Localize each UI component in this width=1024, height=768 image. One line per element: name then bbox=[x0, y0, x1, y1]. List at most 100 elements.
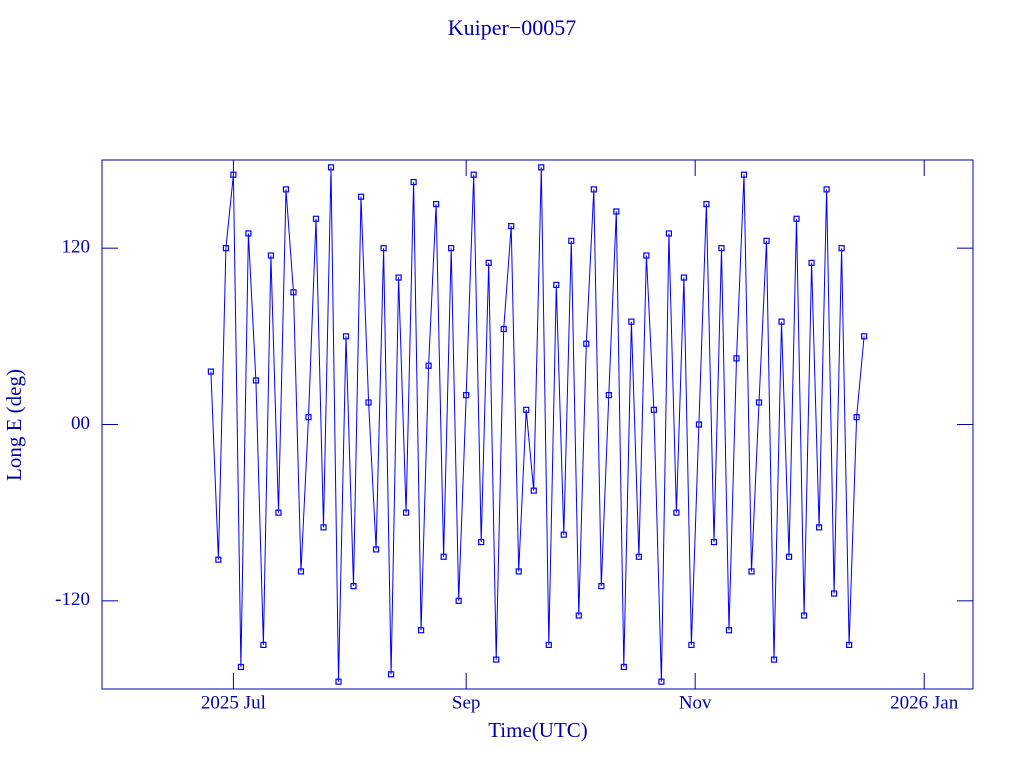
data-point bbox=[838, 245, 845, 252]
data-point bbox=[575, 612, 582, 619]
data-point bbox=[650, 406, 657, 413]
x-tick-label: Sep bbox=[452, 692, 481, 713]
data-point bbox=[733, 355, 740, 362]
data-point bbox=[493, 656, 500, 663]
data-point bbox=[823, 186, 830, 193]
data-point bbox=[740, 171, 748, 178]
data-point bbox=[410, 178, 417, 186]
data-point bbox=[718, 245, 725, 252]
data-point bbox=[861, 333, 868, 340]
data-point bbox=[380, 245, 387, 252]
data-point bbox=[560, 531, 567, 538]
data-point bbox=[372, 546, 380, 553]
x-tick-label: 2026 Jan bbox=[890, 692, 959, 713]
data-point bbox=[703, 200, 710, 208]
data-point bbox=[680, 274, 688, 281]
data-point bbox=[583, 340, 590, 347]
data-point bbox=[478, 538, 485, 546]
data-point bbox=[252, 377, 260, 384]
data-point bbox=[523, 406, 530, 413]
data-point bbox=[342, 333, 350, 340]
data-line bbox=[210, 167, 865, 682]
data-point bbox=[463, 392, 470, 399]
data-point bbox=[237, 663, 245, 671]
data-point bbox=[613, 208, 620, 215]
data-point bbox=[598, 583, 605, 590]
data-point bbox=[688, 641, 695, 649]
data-point bbox=[755, 399, 763, 406]
data-point bbox=[282, 186, 290, 193]
data-point bbox=[568, 237, 575, 244]
data-point bbox=[605, 392, 612, 399]
data-point bbox=[387, 671, 395, 678]
y-tick-label: 00 bbox=[71, 413, 90, 434]
data-point bbox=[260, 641, 267, 649]
data-point bbox=[485, 259, 492, 266]
data-point bbox=[508, 223, 515, 230]
data-point bbox=[305, 414, 312, 421]
data-point bbox=[853, 414, 860, 421]
data-point bbox=[793, 215, 800, 222]
data-point bbox=[312, 215, 320, 222]
data-point bbox=[455, 597, 462, 604]
data-point bbox=[815, 524, 823, 531]
data-point bbox=[290, 289, 297, 296]
data-point bbox=[357, 193, 365, 200]
data-point bbox=[515, 568, 522, 575]
data-point bbox=[673, 509, 680, 516]
x-tick-label: Nov bbox=[679, 692, 712, 713]
data-point bbox=[470, 171, 477, 178]
x-axis-label: Time(UTC) bbox=[488, 718, 588, 742]
data-point bbox=[658, 678, 665, 685]
data-point bbox=[207, 368, 214, 375]
data-point bbox=[808, 259, 815, 266]
data-point bbox=[830, 590, 838, 597]
data-point bbox=[763, 237, 770, 244]
data-point bbox=[635, 553, 642, 560]
data-point bbox=[365, 399, 372, 406]
data-point bbox=[800, 612, 808, 619]
data-point bbox=[538, 164, 545, 171]
data-point bbox=[215, 556, 222, 563]
data-point bbox=[500, 325, 507, 333]
y-tick-label: 120 bbox=[62, 237, 91, 258]
data-point bbox=[335, 678, 342, 685]
data-point bbox=[433, 200, 440, 208]
data-point bbox=[530, 487, 537, 494]
data-point bbox=[402, 509, 410, 516]
data-point bbox=[297, 568, 305, 575]
data-point bbox=[770, 656, 778, 663]
data-point bbox=[327, 164, 335, 171]
data-point bbox=[350, 583, 357, 590]
y-axis-label: Long E (deg) bbox=[2, 369, 26, 481]
data-point bbox=[785, 553, 793, 560]
data-point bbox=[418, 627, 425, 634]
data-point bbox=[590, 186, 597, 193]
data-point bbox=[230, 171, 237, 178]
data-point bbox=[846, 641, 853, 649]
data-point bbox=[695, 421, 703, 428]
data-point bbox=[222, 245, 229, 252]
chart-title: Kuiper−00057 bbox=[448, 15, 577, 40]
data-point bbox=[267, 252, 275, 259]
y-tick-label: -120 bbox=[55, 589, 90, 610]
data-point bbox=[725, 627, 733, 634]
plot-frame bbox=[101, 159, 974, 690]
data-point bbox=[643, 252, 650, 259]
data-point bbox=[448, 245, 455, 252]
data-point bbox=[425, 362, 432, 369]
data-point bbox=[553, 281, 560, 289]
data-point bbox=[245, 230, 252, 237]
data-point bbox=[710, 538, 718, 546]
x-tick-label: 2025 Jul bbox=[201, 692, 266, 713]
data-point bbox=[665, 230, 673, 237]
data-point bbox=[545, 641, 552, 649]
data-point bbox=[620, 663, 627, 671]
data-point bbox=[275, 509, 282, 516]
data-point bbox=[440, 553, 447, 560]
data-point bbox=[748, 568, 755, 575]
data-point bbox=[320, 524, 327, 531]
data-point bbox=[628, 318, 635, 325]
data-point bbox=[778, 318, 785, 325]
